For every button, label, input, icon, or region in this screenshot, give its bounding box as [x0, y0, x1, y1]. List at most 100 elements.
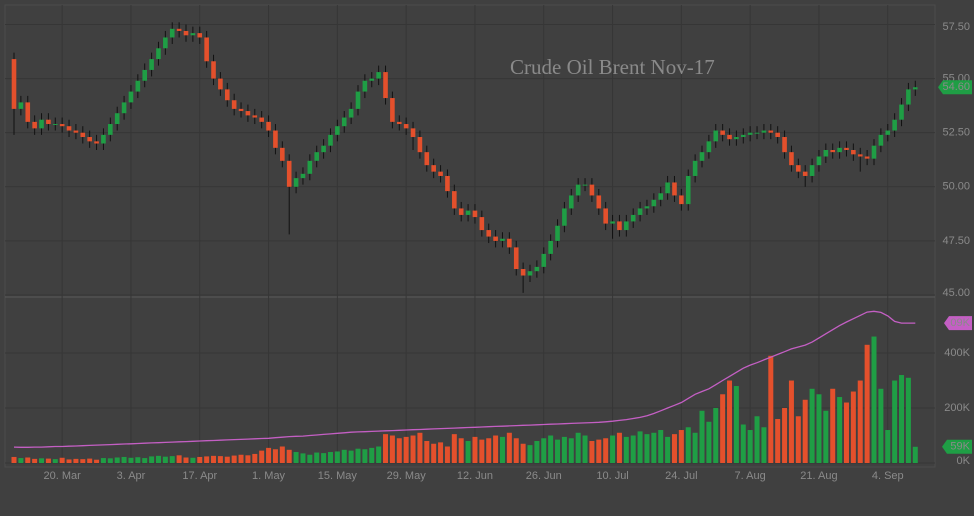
volume-bar [685, 427, 691, 463]
candle-body [679, 195, 684, 205]
value-tag: 59K [950, 441, 970, 453]
line-tag: 09K [950, 317, 970, 329]
volume-bar [727, 380, 733, 463]
volume-bar [658, 430, 664, 463]
volume-bar [80, 459, 86, 463]
volume-bar [238, 454, 244, 463]
candle-body [135, 80, 141, 92]
candle-body [286, 160, 292, 187]
candle-body [582, 184, 588, 186]
candle-body [603, 208, 608, 224]
volume-bar [520, 443, 526, 463]
candle-body [252, 115, 258, 118]
candle-body [142, 69, 148, 81]
volume-bar [871, 336, 877, 463]
volume-bar [376, 446, 382, 463]
volume-bar [169, 456, 175, 463]
candle-body [52, 124, 58, 126]
volume-bar [424, 441, 430, 463]
x-tick-label: 20. Mar [44, 470, 82, 482]
candle-body [775, 132, 780, 138]
volume-bar [575, 432, 581, 463]
candle-body [314, 152, 320, 161]
candle-body [644, 206, 650, 209]
volume-bar [912, 446, 918, 463]
candle-body [11, 59, 17, 109]
candle-body [431, 165, 436, 172]
volume-bar [651, 432, 657, 463]
candle-body [651, 199, 657, 207]
volume-bar [850, 391, 856, 463]
volume-bar [568, 438, 574, 463]
candle-body [754, 132, 760, 134]
candle-body [734, 137, 739, 140]
volume-bar [644, 434, 650, 463]
volume-bar [396, 438, 402, 463]
candle-body [163, 37, 168, 49]
volume-bar [25, 457, 31, 463]
volume-bar [32, 458, 38, 463]
candle-body [596, 195, 602, 209]
volume-bar [878, 388, 884, 463]
candle-body [768, 130, 774, 133]
candle-body [238, 108, 244, 112]
candle-body [472, 210, 478, 218]
candle-body [782, 137, 787, 153]
candle-body [335, 126, 340, 135]
candle-body [32, 121, 37, 129]
candle-body [658, 193, 664, 200]
volume-bar [506, 432, 512, 463]
candle-body [747, 132, 753, 135]
candle-body [307, 160, 313, 174]
volume-bar [768, 355, 774, 463]
candle-body [128, 91, 134, 103]
volume-bar [699, 410, 705, 463]
candle-body [520, 269, 526, 276]
candle-body [273, 130, 278, 148]
candle-body [534, 266, 540, 272]
candle-body [589, 184, 595, 196]
volume-bar [417, 432, 423, 463]
candle-body [830, 150, 836, 153]
volume-bar [438, 442, 444, 463]
candle-body [871, 145, 877, 159]
candle-body [685, 175, 691, 205]
candle-body [892, 119, 897, 131]
candle-body [851, 150, 856, 155]
volume-bar [864, 344, 870, 463]
volume-bar [733, 386, 739, 463]
volume-bar [259, 450, 265, 463]
volume-bar [513, 438, 519, 463]
volume-bar [451, 434, 457, 463]
candle-body [720, 130, 725, 135]
volume-bar [155, 455, 161, 463]
volume-bar [671, 434, 677, 463]
candle-body [80, 132, 86, 138]
candle-body [396, 121, 402, 125]
candle-body [513, 247, 519, 270]
x-tick-label: 24. Jul [665, 470, 697, 482]
volume-bar [197, 456, 203, 463]
candle-body [665, 182, 670, 194]
candle-body [87, 137, 92, 142]
volume-bar [541, 438, 547, 463]
volume-bar [493, 435, 499, 463]
volume-bar [293, 452, 299, 463]
volume-bar [114, 457, 120, 463]
candle-body [837, 147, 842, 153]
volume-bar [754, 416, 760, 463]
volume-bar [830, 388, 836, 463]
candle-body [403, 124, 409, 129]
volume-bar [128, 457, 134, 463]
volume-bar [458, 438, 464, 463]
candle-body [224, 89, 230, 101]
volume-bar [369, 447, 375, 463]
volume-bar [499, 436, 505, 463]
line-tag-bg [944, 316, 972, 331]
candle-body [355, 91, 361, 109]
y-tick-label: 47.50 [942, 235, 970, 247]
volume-bar [334, 451, 340, 463]
volume-bar [73, 458, 79, 463]
candle-body [94, 141, 99, 144]
price-tag: 54.60 [942, 81, 970, 93]
